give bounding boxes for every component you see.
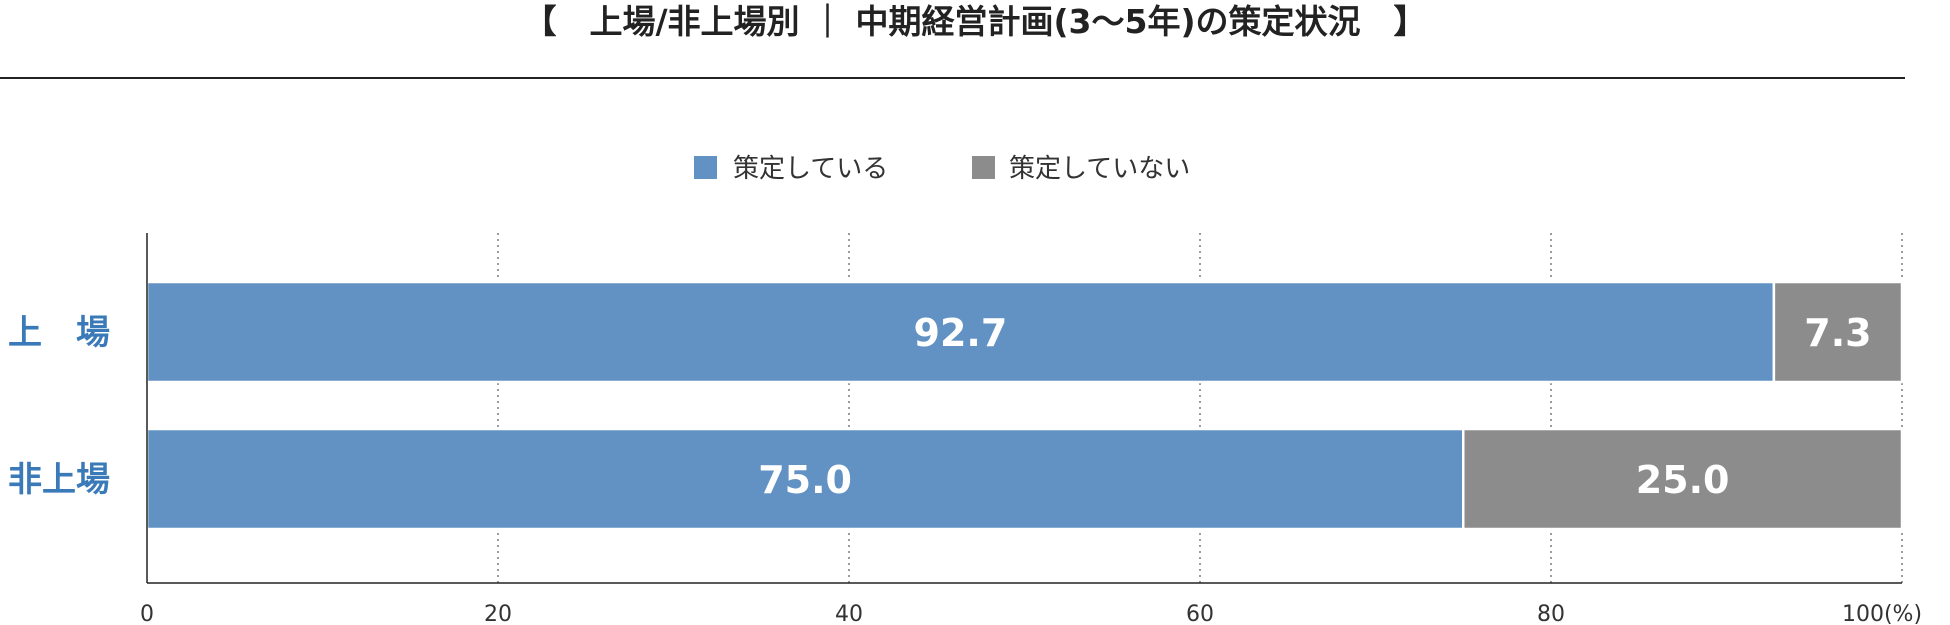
x-tick-label-20: 20 bbox=[484, 602, 512, 625]
category-label-1: 上 場 bbox=[8, 313, 110, 353]
legend: 策定している 策定していない bbox=[694, 154, 1190, 184]
value-label-1-series-2: 7.3 bbox=[1804, 311, 1871, 355]
legend-label-1: 策定している bbox=[733, 154, 888, 184]
x-tick-label-100: 100(%) bbox=[1842, 602, 1922, 625]
legend-swatch-2 bbox=[972, 156, 995, 179]
grid-lines bbox=[497, 233, 1903, 583]
legend-label-2: 策定していない bbox=[1009, 154, 1190, 184]
axes bbox=[146, 233, 1902, 584]
category-label-2: 非上場 bbox=[8, 460, 110, 500]
bar-1-series-2 bbox=[1772, 280, 1904, 384]
x-tick-label-60: 60 bbox=[1186, 602, 1214, 625]
legend-swatch-1 bbox=[694, 156, 717, 179]
x-tick-label-0: 0 bbox=[140, 602, 154, 625]
value-label-2-series-2: 25.0 bbox=[1636, 458, 1730, 502]
chart-title: 【 上場/非上場別 ｜ 中期経営計画(3〜5年)の策定状況 】 bbox=[523, 2, 1426, 41]
value-label-1-series-1: 92.7 bbox=[914, 311, 1008, 355]
x-tick-label-40: 40 bbox=[835, 602, 863, 625]
x-tick-label-80: 80 bbox=[1537, 602, 1565, 625]
bar-1-series-1 bbox=[145, 280, 1776, 384]
bars bbox=[145, 280, 1904, 531]
bar-2-series-2 bbox=[1462, 427, 1904, 531]
bar-2-series-1 bbox=[145, 427, 1465, 531]
labels: 92.7 7.3 上 場 75.0 25.0 非上場 0 20 40 60 80 100(%) bbox=[8, 311, 1922, 625]
value-label-2-series-1: 75.0 bbox=[758, 458, 852, 502]
